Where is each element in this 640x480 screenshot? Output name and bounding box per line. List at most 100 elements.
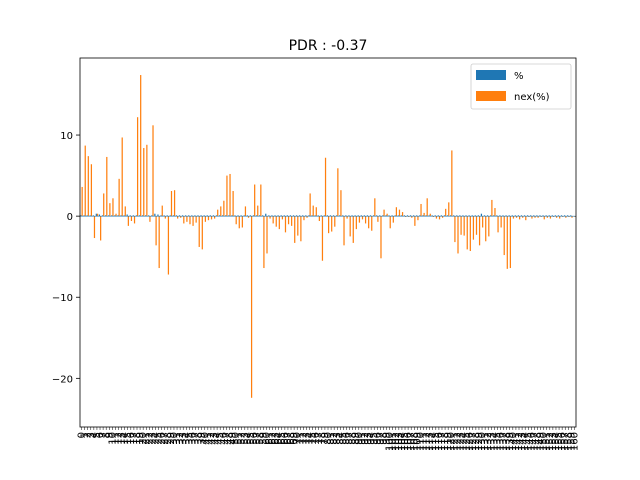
nex-bar-149 [540, 216, 542, 217]
nex-bar-91 [361, 216, 364, 220]
x-tick-label-81: 81 [326, 432, 337, 445]
pct-bar-125 [465, 215, 467, 217]
x-tick-label-141: 141 [511, 432, 522, 451]
nex-bar-63 [275, 216, 277, 227]
x-tick-label-22: 22 [144, 432, 155, 445]
pct-bar-159 [570, 215, 572, 217]
x-tick-label-52: 52 [237, 432, 248, 445]
nex-bar-132 [488, 216, 490, 237]
x-tick-label-73: 73 [301, 432, 312, 445]
pct-bar-149 [539, 215, 541, 217]
x-tick-label-18: 18 [132, 432, 143, 445]
nex-bar-43 [214, 216, 216, 219]
x-tick-label-116: 116 [434, 432, 445, 451]
x-tick-label-60: 60 [261, 432, 272, 445]
nex-bar-50 [235, 216, 237, 225]
pct-bar-38 [197, 215, 199, 217]
nex-bar-56 [254, 184, 256, 217]
nex-bar-21 [146, 144, 148, 217]
x-tick-label-5: 5 [92, 432, 103, 438]
x-tick-label-98: 98 [378, 432, 389, 445]
x-tick-label-86: 86 [341, 432, 352, 445]
nex-bar-129 [478, 216, 481, 246]
pct-bar-61 [268, 215, 270, 217]
x-tick-label-0: 0 [77, 432, 88, 438]
x-tick-label-119: 119 [443, 432, 454, 451]
pct-bar-129 [477, 215, 479, 217]
nex-bar-87 [349, 216, 351, 237]
x-tick-label-156: 156 [557, 432, 568, 451]
pct-bar-53 [243, 215, 245, 217]
pct-bar-54 [246, 215, 248, 217]
pct-bar-88 [351, 215, 353, 217]
nex-bar-145 [528, 216, 530, 217]
pct-bar-49 [231, 215, 233, 217]
pct-bar-100 [388, 215, 390, 217]
x-tick-label-65: 65 [277, 432, 288, 445]
x-tick-label-72: 72 [298, 432, 309, 445]
nex-bar-46 [223, 200, 225, 217]
pct-bar-87 [348, 215, 350, 217]
x-tick-label-45: 45 [215, 432, 226, 445]
x-tick-label-50: 50 [231, 432, 242, 445]
x-tick-label-88: 88 [348, 432, 359, 445]
x-tick-label-40: 40 [200, 432, 211, 445]
x-tick-label-85: 85 [338, 432, 349, 445]
nex-bar-9 [109, 203, 111, 217]
pct-bar-152 [548, 215, 550, 217]
x-tick-label-14: 14 [120, 432, 131, 445]
y-tick-label-0: −20 [52, 374, 73, 385]
pct-bar-154 [554, 215, 556, 217]
nex-bar-122 [457, 216, 459, 254]
x-tick-label-76: 76 [311, 432, 322, 445]
x-tick-label-145: 145 [523, 432, 534, 451]
pct-bar-151 [545, 215, 547, 217]
x-tick-label-34: 34 [181, 432, 192, 445]
nex-bar-118 [445, 208, 447, 217]
pct-bar-48 [228, 215, 230, 217]
x-tick-label-83: 83 [332, 432, 343, 445]
pct-bar-139 [508, 215, 510, 217]
nex-bar-44 [217, 209, 219, 217]
y-tick-label-2: 0 [67, 212, 73, 223]
pct-bar-72 [302, 215, 304, 217]
pct-bar-135 [496, 215, 498, 217]
pct-bar-39 [200, 215, 202, 217]
x-tick-label-9: 9 [104, 432, 115, 438]
x-tick-label-69: 69 [289, 432, 300, 445]
nex-bar-61 [269, 216, 271, 219]
x-tick-label-135: 135 [492, 432, 503, 451]
pct-bar-13 [120, 215, 122, 217]
pct-bar-37 [194, 215, 196, 217]
x-tick-label-115: 115 [431, 432, 442, 451]
x-tick-label-75: 75 [308, 432, 319, 445]
pct-bar-78 [320, 215, 322, 217]
x-tick-label-150: 150 [539, 432, 550, 451]
x-tick-label-27: 27 [160, 432, 171, 445]
nex-bar-82 [334, 216, 336, 227]
nex-bar-65 [281, 216, 284, 220]
x-tick-label-144: 144 [520, 432, 531, 451]
pct-bar-128 [474, 215, 476, 217]
nex-bar-128 [475, 216, 478, 235]
nex-bar-36 [192, 216, 194, 226]
pct-bar-24 [154, 213, 156, 217]
x-tick-label-32: 32 [175, 432, 186, 445]
nex-bar-7 [103, 193, 105, 217]
pct-bar-96 [376, 215, 378, 217]
x-tick-label-154: 154 [551, 432, 562, 451]
x-tick-label-82: 82 [329, 432, 340, 445]
nex-bar-107 [411, 216, 413, 218]
pct-bar-51 [237, 215, 239, 217]
x-tick-label-54: 54 [243, 432, 254, 445]
x-tick-label-125: 125 [462, 432, 473, 451]
pct-bar-106 [406, 215, 409, 217]
x-tick-label-136: 136 [496, 432, 507, 451]
nex-bar-51 [238, 216, 240, 229]
nex-bar-62 [272, 216, 274, 224]
nex-bar-159 [571, 216, 573, 218]
nex-bar-120 [451, 150, 453, 217]
x-tick-label-123: 123 [455, 432, 466, 451]
x-tick-label-93: 93 [363, 432, 374, 445]
nex-bar-38 [198, 216, 200, 247]
